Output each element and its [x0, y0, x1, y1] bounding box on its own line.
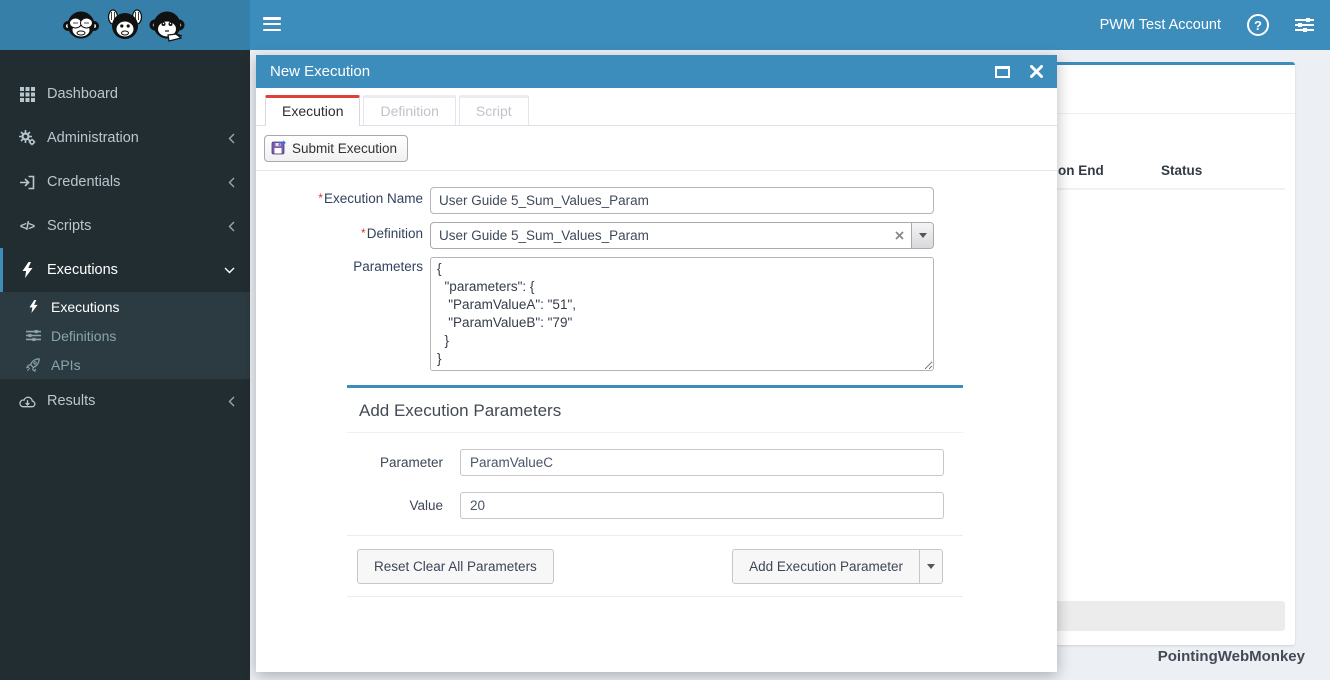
- parameter-label: Parameter: [379, 455, 443, 470]
- add-parameters-body: Parameter Value: [347, 433, 963, 536]
- sidebar-label: Scripts: [47, 218, 92, 234]
- chevron-left-icon: [228, 133, 235, 144]
- submit-execution-label: Submit Execution: [292, 140, 398, 156]
- sidebar-label: Dashboard: [47, 86, 118, 102]
- chevron-left-icon: [228, 177, 235, 188]
- sidebar-item-dashboard[interactable]: Dashboard: [0, 72, 250, 116]
- table-header-execution-end: on End: [1058, 163, 1104, 178]
- value-label: Value: [409, 498, 443, 513]
- sidebar-label: Credentials: [47, 174, 121, 190]
- chevron-left-icon: [228, 221, 235, 232]
- tab-definition[interactable]: Definition: [363, 95, 456, 125]
- caret-down-icon: [927, 564, 935, 569]
- sidebar-toggle-menu-icon[interactable]: [263, 17, 281, 31]
- rocket-icon: [22, 357, 44, 372]
- parameters-textarea[interactable]: { "parameters": { "ParamValueA": "51", "…: [430, 257, 934, 371]
- sign-in-icon: [15, 175, 39, 190]
- sidebar-item-credentials[interactable]: Credentials: [0, 160, 250, 204]
- definition-label: *Definition: [361, 226, 423, 241]
- modal-title: New Execution: [270, 63, 371, 80]
- modal-toolbar: Submit Execution: [256, 126, 1057, 171]
- maximize-icon[interactable]: [995, 65, 1010, 78]
- sliders-icon: [22, 329, 44, 342]
- modal-header[interactable]: New Execution: [256, 55, 1057, 88]
- modal-tabs: Execution Definition Script: [256, 88, 1057, 126]
- executions-submenu: Executions Definitions APIs: [0, 292, 250, 379]
- app-logo[interactable]: [0, 0, 250, 50]
- clear-selection-icon[interactable]: [887, 231, 911, 240]
- code-icon: </>: [19, 219, 35, 233]
- top-navbar: PWM Test Account ?: [0, 0, 1330, 50]
- caret-down-icon: [918, 233, 927, 238]
- submenu-item-executions[interactable]: Executions: [0, 292, 250, 321]
- save-disk-icon: [271, 140, 286, 155]
- parameter-input[interactable]: [460, 449, 944, 476]
- add-parameters-actions: Reset Clear All Parameters Add Execution…: [347, 536, 963, 596]
- bolt-icon: [15, 262, 39, 278]
- submenu-item-apis[interactable]: APIs: [0, 350, 250, 379]
- add-parameters-title: Add Execution Parameters: [347, 388, 963, 433]
- definition-input[interactable]: [431, 228, 887, 243]
- sidebar-item-administration[interactable]: Administration: [0, 116, 250, 160]
- submenu-label: APIs: [51, 356, 81, 373]
- tab-script[interactable]: Script: [458, 95, 529, 125]
- bolt-icon: [22, 300, 44, 313]
- cloud-download-icon: [15, 395, 39, 408]
- execution-name-input[interactable]: [430, 187, 934, 214]
- tab-execution[interactable]: Execution: [265, 95, 361, 126]
- sidebar-label: Results: [47, 393, 96, 409]
- gears-icon: [15, 130, 39, 146]
- sidebar-item-scripts[interactable]: </> Scripts: [0, 204, 250, 248]
- three-monkeys-logo-icon: [63, 9, 185, 42]
- value-input[interactable]: [460, 492, 944, 519]
- submenu-label: Definitions: [51, 327, 117, 344]
- table-header-status: Status: [1161, 163, 1203, 178]
- parameters-label: Parameters: [353, 259, 423, 274]
- add-execution-parameter-button[interactable]: Add Execution Parameter: [732, 549, 920, 584]
- dropdown-arrow-button[interactable]: [911, 223, 933, 248]
- add-parameter-dropdown-button[interactable]: [920, 549, 943, 584]
- close-icon[interactable]: [1030, 65, 1043, 78]
- submit-execution-button[interactable]: Submit Execution: [264, 135, 409, 162]
- required-marker: *: [318, 191, 323, 205]
- dashboard-grid-icon: [15, 86, 39, 102]
- execution-form: *Execution Name *Definition Parameters {…: [256, 171, 1057, 597]
- required-marker: *: [361, 226, 366, 240]
- chevron-down-icon: [224, 267, 235, 274]
- sidebar-label: Executions: [47, 262, 118, 278]
- chevron-left-icon: [228, 396, 235, 407]
- new-execution-modal: New Execution Execution Definition Scrip…: [256, 55, 1057, 672]
- execution-name-label: *Execution Name: [318, 191, 423, 206]
- sidebar-label: Administration: [47, 130, 139, 146]
- settings-sliders-icon[interactable]: [1295, 17, 1314, 33]
- submenu-item-definitions[interactable]: Definitions: [0, 321, 250, 350]
- account-menu[interactable]: PWM Test Account: [1099, 17, 1221, 33]
- definition-combobox[interactable]: [430, 222, 934, 249]
- help-icon[interactable]: ?: [1247, 14, 1269, 36]
- add-parameters-section: Add Execution Parameters Parameter Value…: [347, 385, 963, 597]
- sidebar-nav: Dashboard Administration Credentials </>…: [0, 50, 250, 680]
- sidebar-item-executions[interactable]: Executions: [0, 248, 250, 292]
- reset-clear-all-parameters-button[interactable]: Reset Clear All Parameters: [357, 549, 554, 584]
- footer-brand: PointingWebMonkey: [1157, 648, 1305, 665]
- sidebar-item-results[interactable]: Results: [0, 379, 250, 423]
- submenu-label: Executions: [51, 298, 120, 315]
